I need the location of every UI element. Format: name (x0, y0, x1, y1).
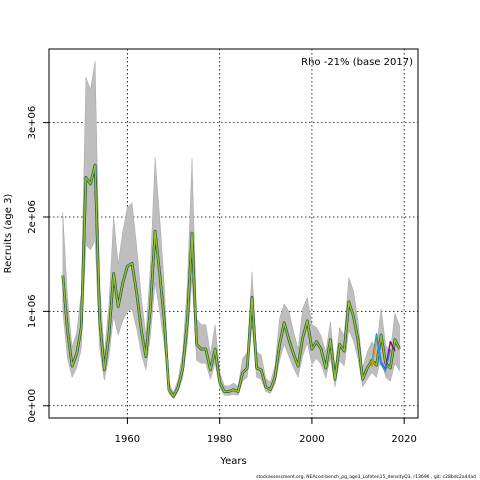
x-tick-label: 1960 (115, 434, 140, 445)
x-tick-label: 1980 (207, 434, 232, 445)
footer-credit: stockassessment.org, NEAcod-bench_pg_age… (256, 474, 476, 480)
x-axis-label: Years (219, 456, 246, 467)
y-tick-label: 1e+06 (27, 295, 38, 329)
y-axis-label: Recruits (age 3) (3, 194, 14, 274)
rho-annotation: Rho -21% (base 2017) (301, 57, 413, 68)
retrospective-peels-layer (371, 333, 396, 374)
grid-lines (49, 49, 418, 418)
x-tick-label: 2020 (391, 434, 416, 445)
y-tick-label: 3e+06 (27, 106, 38, 140)
y-axis: 0e+00 1e+06 2e+06 3e+06 (27, 106, 49, 423)
x-axis: 1960 1980 2000 2020 (115, 418, 417, 445)
retro-peel-line (371, 340, 378, 368)
confidence-band (62, 61, 400, 400)
y-tick-label: 2e+06 (27, 200, 38, 234)
y-tick-label: 0e+00 (27, 389, 38, 423)
plot-frame (48, 48, 419, 419)
confidence-band-layer (62, 61, 400, 400)
x-tick-label: 2000 (299, 434, 324, 445)
estimate-lines-layer (61, 163, 401, 398)
estimate-line-3 (62, 164, 401, 397)
